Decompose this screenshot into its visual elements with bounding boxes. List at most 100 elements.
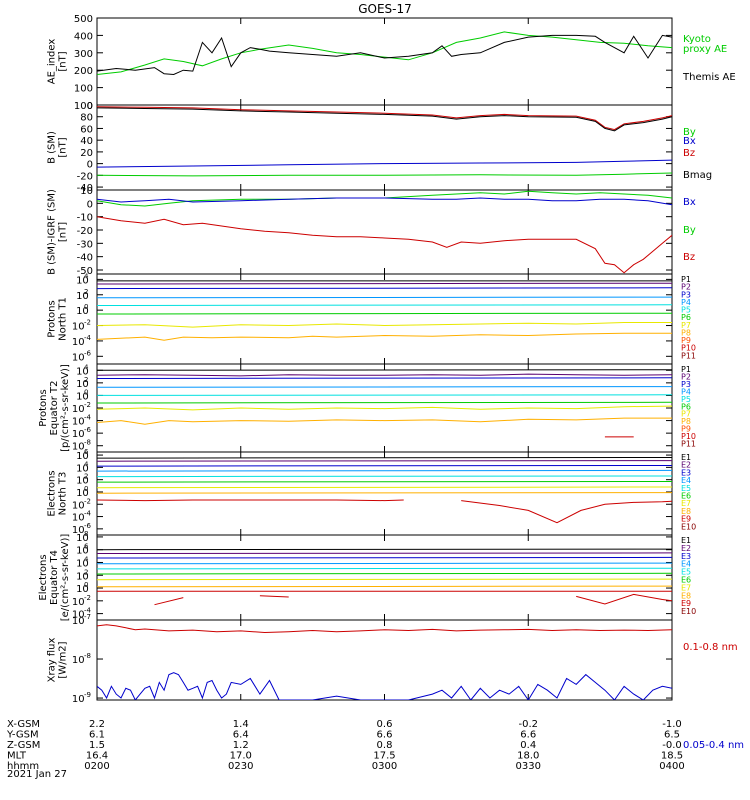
- y-tick-label: 40: [80, 136, 93, 147]
- y-tick-label: 500: [74, 14, 93, 25]
- legend-label: By: [683, 225, 696, 236]
- legend-label: E3: [681, 468, 691, 477]
- legend-label: P9: [681, 425, 691, 434]
- y-axis-title: North T3: [58, 472, 69, 516]
- y-axis-title: Equator T2: [49, 381, 60, 436]
- y-axis-title: [W/m2]: [58, 641, 69, 678]
- y-axis-title: Electrons: [38, 554, 49, 600]
- y-tick-label: 0: [87, 160, 93, 171]
- legend-label: Bx: [683, 136, 696, 147]
- legend-label: P8: [681, 328, 691, 337]
- y-tick-label-exponent: 0: [84, 485, 88, 493]
- series-line: [97, 556, 672, 559]
- legend-label: 0.1-0.8 nm: [683, 642, 738, 653]
- legend-label: E5: [681, 568, 691, 577]
- legend-label: E2: [681, 461, 691, 470]
- series-line: [97, 624, 672, 634]
- y-tick-label: 10: [72, 513, 85, 524]
- legend-label: E7: [681, 499, 691, 508]
- y-tick-label: 10: [72, 655, 85, 666]
- x-axis-value: 18.5: [661, 751, 683, 762]
- series-line: [97, 465, 672, 467]
- series-line: [97, 499, 404, 502]
- y-tick-label-exponent: 2: [84, 473, 88, 481]
- y-tick-label-exponent: 2: [84, 568, 88, 576]
- y-axis-title: Protons: [47, 300, 58, 337]
- legend-label: P2: [681, 372, 691, 381]
- x-axis-value: -0.0: [662, 740, 682, 751]
- x-axis-value: 6.4: [233, 730, 249, 741]
- legend-label: E6: [681, 576, 691, 585]
- y-tick-label: 10: [72, 500, 85, 511]
- y-axis-title: B (SM): [47, 131, 58, 164]
- series-line: [97, 216, 672, 274]
- series-line: [461, 500, 672, 524]
- x-axis-row-label: X-GSM: [7, 719, 40, 730]
- y-tick-label-exponent: -2: [84, 594, 91, 602]
- series-line: [97, 31, 672, 75]
- y-tick-label: 10: [76, 366, 89, 377]
- legend-label: E9: [681, 599, 691, 608]
- y-tick-label: -30: [77, 239, 93, 250]
- legend-label: E4: [681, 560, 691, 569]
- y-tick-label: -40: [77, 253, 93, 264]
- panel-bdiff: 10 0 -10 -20 -30 -40 -50 B (SM)-IGRF (SM) [nT] Bx…: [47, 186, 696, 277]
- x-axis-value: 1.5: [89, 740, 105, 751]
- y-tick-label: 100: [74, 101, 93, 112]
- y-tick-label-exponent: -4: [84, 414, 92, 422]
- x-axis-value: 0.8: [377, 740, 393, 751]
- y-tick-label-exponent: -9: [84, 691, 91, 699]
- x-axis-value: 6.5: [664, 730, 680, 741]
- y-tick-label: 60: [80, 124, 93, 135]
- x-axis-value: -1.0: [662, 719, 682, 730]
- y-axis-title: Protons: [38, 389, 49, 426]
- series-line: [97, 190, 672, 207]
- y-tick-label: 10: [80, 186, 93, 197]
- legend-label: Bz: [683, 148, 695, 159]
- legend-label: Bz: [683, 252, 695, 263]
- y-tick-label: 10: [76, 533, 89, 544]
- y-tick-label-exponent: 4: [84, 460, 89, 468]
- legend-label: E8: [681, 591, 691, 600]
- y-tick-label: 20: [80, 148, 93, 159]
- series-line: [97, 287, 672, 290]
- legend-label: E7: [681, 583, 691, 592]
- legend-label: P3: [681, 380, 691, 389]
- legend-label: P6: [681, 313, 691, 322]
- x-axis-value: 0.4: [520, 740, 536, 751]
- series-line: [97, 296, 672, 299]
- series-line: [97, 552, 672, 554]
- series-line: [97, 373, 672, 377]
- y-tick-label: 10: [76, 546, 89, 557]
- y-tick-label: 10: [72, 404, 85, 415]
- y-tick-label-exponent: -6: [84, 522, 92, 530]
- series-line: [97, 34, 672, 76]
- y-tick-label: 10: [72, 352, 85, 363]
- y-tick-label-exponent: -4: [84, 334, 92, 342]
- legend-label: E1: [681, 536, 691, 545]
- y-tick-label: 10: [72, 429, 85, 440]
- y-tick-label-exponent: 6: [84, 448, 89, 456]
- series-line: [97, 332, 672, 341]
- y-tick-label-exponent: -2: [84, 401, 91, 409]
- x-axis-value: 0330: [516, 761, 541, 772]
- y-axis-title: [p/(cm²-s-sr-keV)]: [60, 364, 71, 452]
- series-line: [97, 304, 672, 306]
- x-axis-row-label: MLT: [7, 751, 27, 762]
- y-tick-label: 10: [76, 451, 89, 462]
- series-line: [97, 106, 672, 131]
- series-line: [97, 475, 672, 478]
- y-tick-label: 10: [72, 337, 85, 348]
- series-line: [97, 401, 672, 404]
- x-axis-value: 17.5: [373, 751, 395, 762]
- series-line: [97, 312, 672, 315]
- series-line: [97, 548, 672, 551]
- x-axis-row-label: Y-GSM: [6, 730, 39, 741]
- y-tick-label: -50: [77, 266, 93, 277]
- y-tick-label-exponent: -7: [84, 613, 91, 621]
